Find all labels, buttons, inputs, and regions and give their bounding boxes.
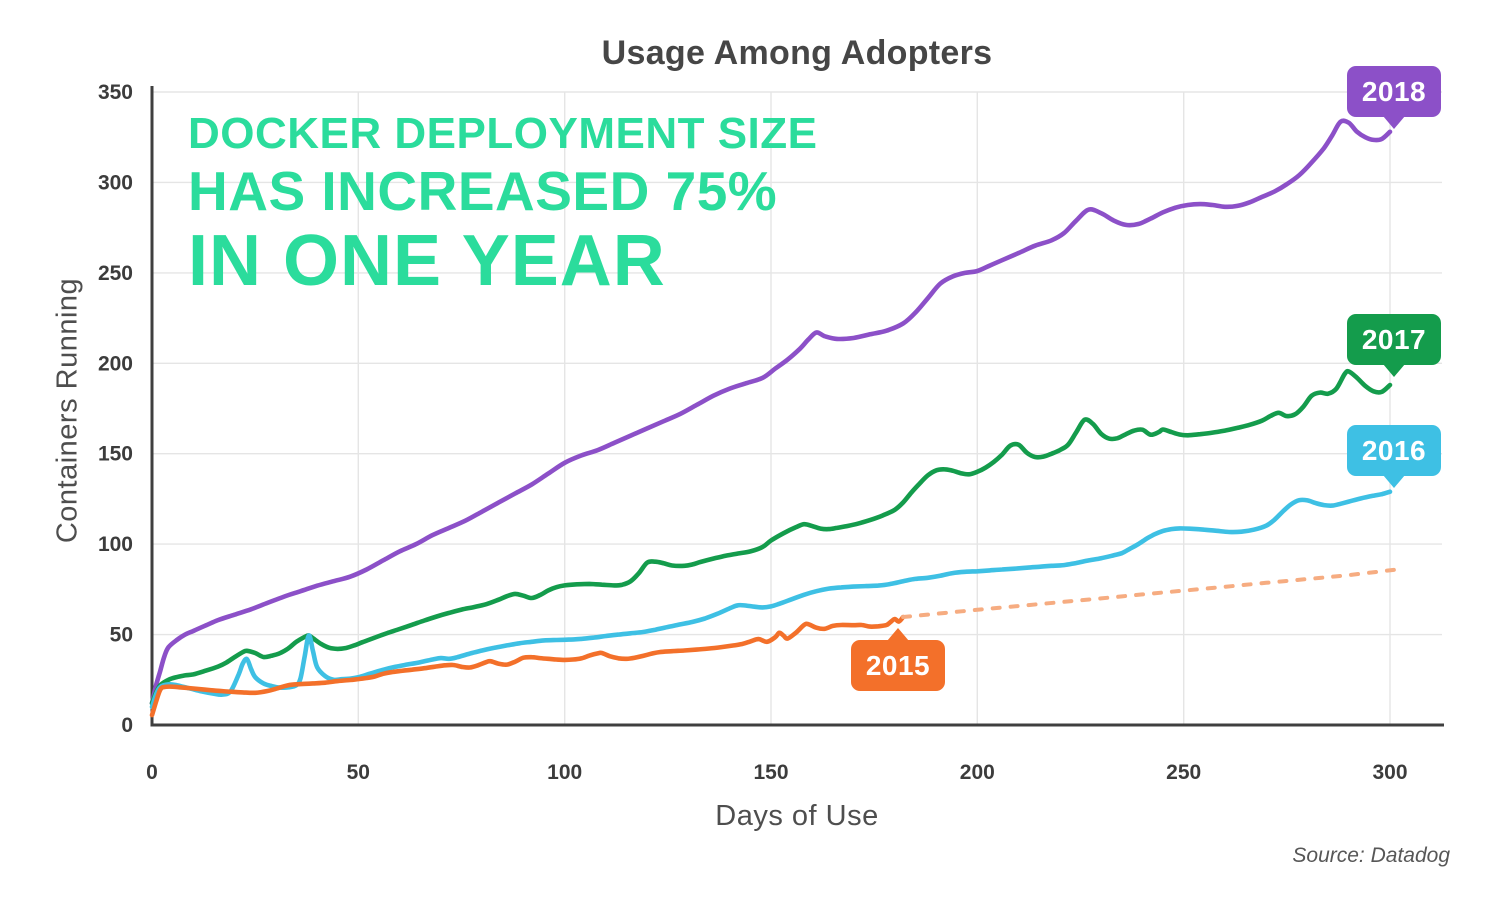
y-tick-label: 50 <box>110 624 133 647</box>
badge-2015: 2015 <box>851 628 945 691</box>
badge-2018-label: 2018 <box>1361 75 1427 107</box>
badge-2018: 2018 <box>1347 66 1441 129</box>
badge-tail-icon <box>1383 364 1405 377</box>
y-tick-label: 150 <box>98 443 133 466</box>
badge-tail-icon <box>1383 116 1405 129</box>
badge-2016: 2016 <box>1347 425 1441 488</box>
headline-line-2: HAS INCREASED 75% <box>188 160 778 222</box>
y-tick-label: 100 <box>98 533 133 556</box>
y-tick-label: 350 <box>98 81 133 104</box>
y-tick-label: 300 <box>98 171 133 194</box>
source-note: Source: Datadog <box>1292 844 1450 867</box>
headline-line-3: IN ONE YEAR <box>188 221 666 301</box>
chart-title: Usage Among Adopters <box>601 34 993 72</box>
badge-tail-icon <box>1383 475 1405 488</box>
y-tick-label: 0 <box>121 714 133 737</box>
y-tick-label: 250 <box>98 262 133 285</box>
x-tick-label: 50 <box>347 761 370 784</box>
series-line-2015-projection <box>901 567 1397 619</box>
x-axis-title: Days of Use <box>715 800 879 832</box>
series-line-2015 <box>149 614 906 718</box>
y-axis-title: Containers Running <box>51 277 84 544</box>
x-tick-label: 250 <box>1166 761 1201 784</box>
series-line-2017 <box>149 368 1393 706</box>
x-tick-label: 100 <box>547 761 582 784</box>
badge-2017: 2017 <box>1347 314 1441 377</box>
badge-2016-label: 2016 <box>1361 434 1427 466</box>
x-tick-label: 200 <box>960 761 995 784</box>
x-tick-label: 300 <box>1372 761 1407 784</box>
x-tick-label: 0 <box>146 761 158 784</box>
badge-2017-label: 2017 <box>1361 323 1427 355</box>
x-tick-label: 150 <box>753 761 788 784</box>
badge-tail-icon <box>887 628 909 641</box>
y-tick-label: 200 <box>98 352 133 375</box>
badge-2015-label: 2015 <box>865 649 931 681</box>
series-line-2018 <box>149 118 1393 706</box>
headline-line-1: DOCKER DEPLOYMENT SIZE <box>188 109 818 158</box>
series-line-2016 <box>149 489 1393 710</box>
headline: DOCKER DEPLOYMENT SIZE HAS INCREASED 75%… <box>188 109 818 301</box>
